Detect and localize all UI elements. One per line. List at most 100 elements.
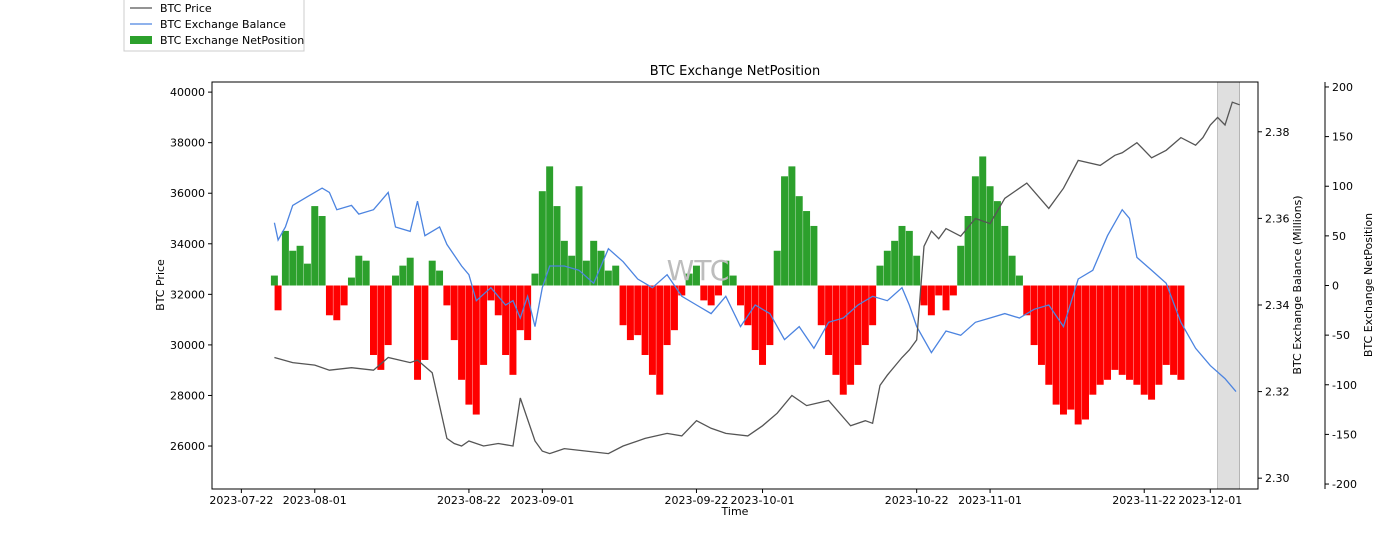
balance-line: [273, 187, 1237, 393]
netposition-bar: [524, 285, 532, 341]
x-tick-label: 2023-10-01: [731, 494, 795, 507]
netposition-bar: [428, 260, 436, 286]
netposition-bar: [1059, 285, 1067, 415]
netposition-bar: [685, 273, 693, 286]
netposition-bar: [942, 285, 950, 311]
x-tick-label: 2023-09-01: [510, 494, 574, 507]
netposition-bar: [935, 285, 943, 296]
netposition-bar: [700, 285, 708, 301]
y-right1-tick-label: 2.38: [1265, 126, 1290, 139]
y-left-tick-label: 28000: [170, 389, 205, 402]
y-right2-tick-label: -100: [1332, 379, 1357, 392]
y-right1-tick-label: 2.36: [1265, 212, 1290, 225]
y-right2-tick-label: 0: [1332, 280, 1339, 293]
netposition-bar: [927, 285, 935, 316]
netposition-bar: [311, 206, 319, 286]
netposition-bar: [1067, 285, 1075, 410]
highlight-span: [1217, 81, 1240, 490]
y-left-tick-label: 38000: [170, 137, 205, 150]
netposition-bar: [1118, 285, 1126, 375]
netposition-bar: [641, 285, 649, 355]
chart-title: BTC Exchange NetPosition: [650, 64, 820, 79]
x-tick-label: 2023-11-01: [958, 494, 1022, 507]
netposition-bar: [377, 285, 385, 370]
x-axis-label: Time: [721, 505, 749, 518]
netposition-bar: [553, 206, 561, 286]
netposition-bar: [832, 285, 840, 375]
netposition-bar: [303, 263, 311, 286]
netposition-bar: [347, 277, 355, 286]
highlight-span-rect: [1217, 81, 1240, 490]
netposition-bar: [1104, 285, 1112, 380]
netposition-bar: [1096, 285, 1104, 385]
netposition-bar: [436, 270, 444, 286]
netposition-bar: [1170, 285, 1178, 375]
netposition-bar: [582, 260, 590, 286]
netposition-bar: [729, 275, 737, 286]
netposition-bar: [392, 275, 399, 286]
y-right2-tick-label: -150: [1332, 428, 1357, 441]
netposition-bar: [546, 166, 554, 286]
x-tick-label: 2023-09-22: [664, 494, 728, 507]
x-tick-label: 2023-11-22: [1112, 494, 1176, 507]
netposition-bar: [450, 285, 458, 341]
netposition-bar: [707, 285, 715, 306]
y-right1-tick-label: 2.30: [1265, 472, 1290, 485]
netposition-bar: [604, 270, 612, 286]
netposition-bar: [1001, 225, 1009, 286]
y-left-ticks: 26000 28000 30000 32000 34000 36000 38000 40000: [170, 86, 212, 453]
y-right2-label: BTC Exchange NetPosition: [1362, 213, 1375, 357]
netposition-bar: [810, 225, 818, 286]
netposition-bar: [971, 176, 979, 286]
netposition-bar: [847, 285, 855, 385]
netposition-bar: [597, 250, 605, 286]
y-left-tick-label: 36000: [170, 187, 205, 200]
y-left-tick-label: 26000: [170, 440, 205, 453]
y-right2-tick-label: 50: [1332, 230, 1346, 243]
netposition-bar: [1148, 285, 1156, 400]
netposition-bar: [1030, 285, 1038, 346]
x-tick-label: 2023-07-22: [209, 494, 273, 507]
x-axis-ticks: 2023-07-22 2023-08-01 2023-08-22 2023-09-01…: [209, 489, 1242, 507]
netposition-bar: [722, 260, 730, 286]
netposition-bar: [869, 285, 877, 326]
legend-netposition-swatch: [130, 36, 152, 44]
netposition-bar: [678, 285, 686, 296]
y-right2-tick-label: -200: [1332, 478, 1357, 491]
netposition-bar: [803, 211, 811, 286]
legend: BTC Price BTC Exchange Balance BTC Excha…: [123, 0, 305, 52]
netposition-bar: [333, 285, 341, 321]
netposition-bar: [1045, 285, 1053, 385]
netposition-bar: [531, 273, 539, 286]
y-left-tick-label: 30000: [170, 339, 205, 352]
y-left-tick-label: 40000: [170, 86, 205, 99]
netposition-bar: [817, 285, 825, 326]
y-right2-tick-label: -50: [1332, 329, 1350, 342]
netposition-bar: [1133, 285, 1141, 385]
price-line: [274, 101, 1240, 455]
netposition-bar: [1177, 285, 1185, 380]
netposition-bar: [318, 216, 326, 286]
netposition-bar: [1140, 285, 1148, 395]
y-left-label: BTC Price: [154, 259, 167, 311]
netposition-bar: [487, 285, 495, 301]
netposition-bar: [575, 186, 583, 286]
watermark: WTC: [667, 254, 730, 287]
netposition-bar: [1162, 285, 1170, 365]
netposition-bar: [766, 285, 774, 346]
netposition-bar: [590, 240, 598, 286]
netposition-bar: [568, 255, 576, 286]
netposition-bar: [362, 260, 370, 286]
x-tick-label: 2023-08-22: [437, 494, 501, 507]
netposition-bar: [355, 255, 363, 286]
netposition-bar: [443, 285, 451, 306]
netposition-bar: [788, 166, 796, 286]
netposition-bar: [1052, 285, 1060, 405]
netposition-bar: [861, 285, 869, 346]
y-right2-tick-label: 100: [1332, 180, 1353, 193]
netposition-bar: [656, 285, 664, 395]
netposition-bar: [854, 285, 862, 365]
y-left-tick-label: 34000: [170, 238, 205, 251]
netposition-bar: [458, 285, 466, 380]
